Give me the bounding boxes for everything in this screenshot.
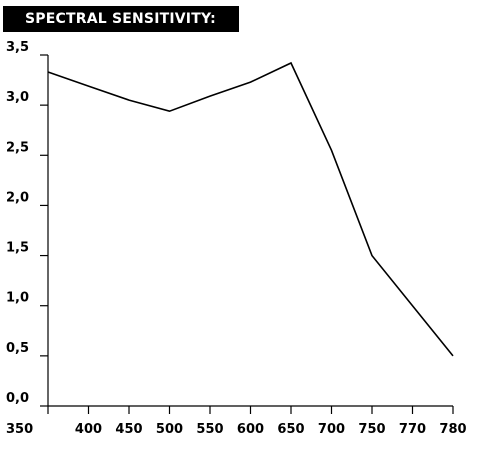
x-tick-label: 700 (318, 422, 345, 437)
y-tick-label: 2,5 (6, 140, 29, 155)
y-tick-label: 0,5 (6, 341, 29, 356)
series-group (47, 61, 454, 357)
series-line (47, 61, 454, 357)
x-tick-label: 500 (156, 422, 183, 437)
x-tick-label: 750 (358, 422, 385, 437)
x-tick-label: 650 (277, 422, 304, 437)
x-tick-label: 450 (115, 422, 142, 437)
x-tick-label: 400 (75, 422, 102, 437)
y-tick-label: 3,5 (6, 40, 29, 55)
x-tick-label: 600 (237, 422, 264, 437)
x-tick-label: 770 (399, 422, 426, 437)
y-tick-label: 3,0 (6, 90, 29, 105)
y-axis-ticks: 0,0 0,5 1,0 1,5 2,0 2,5 3,0 3,5 (6, 40, 48, 407)
chart-title: SPECTRAL SENSITIVITY: (3, 6, 239, 32)
y-tick-label: 1,5 (6, 241, 29, 256)
chart-axes (47, 55, 453, 407)
y-tick-label: 1,0 (6, 291, 29, 306)
x-tick-label: 550 (196, 422, 223, 437)
x-tick-label: 780 (439, 422, 466, 437)
y-tick-label: 2,0 (6, 190, 29, 205)
x-axis-ticks: 350 400 450 500 550 600 650 700 750 770 780 (6, 406, 467, 437)
x-tick-label: 350 (6, 422, 33, 437)
y-tick-label: 0,0 (6, 391, 29, 406)
